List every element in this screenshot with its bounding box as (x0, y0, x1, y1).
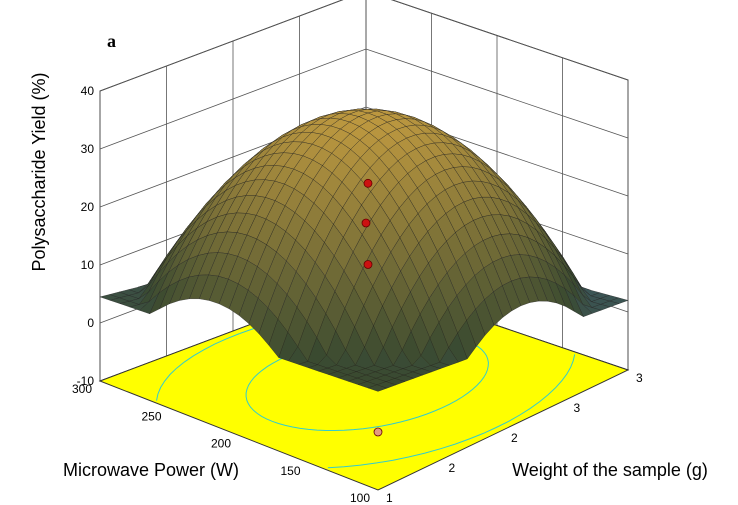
z-tick-label: 20 (81, 200, 95, 214)
floor-contour (156, 333, 240, 401)
wall-grid-line (99, 0, 629, 92)
x-tick-label: 300 (72, 382, 92, 396)
design-point (363, 260, 373, 269)
z-axis-title: Polysaccharide Yield (%) (29, 72, 49, 271)
z-tick-label: -10 (77, 374, 95, 388)
panel-label: a (107, 31, 116, 51)
design-point (361, 218, 371, 228)
y-tick-label: 2 (449, 461, 456, 475)
z-tick-label: 40 (81, 84, 95, 98)
z-tick-label: 10 (81, 258, 95, 272)
y-tick-label: 3 (636, 371, 643, 385)
z-tick-label: 0 (87, 316, 94, 330)
y-tick-label: 1 (386, 491, 393, 505)
y-axis-title: Weight of the sample (g) (512, 460, 708, 480)
y-tick-label: 3 (574, 401, 581, 415)
z-tick-label: 30 (81, 142, 95, 156)
response-surface (99, 108, 629, 392)
x-tick-label: 250 (141, 409, 161, 423)
design-points (361, 178, 383, 437)
x-tick-label: 200 (211, 437, 231, 451)
y-tick-label: 2 (511, 431, 518, 445)
x-tick-label: 150 (280, 464, 300, 478)
floor-contour (327, 354, 576, 469)
x-tick-label: 100 (350, 491, 370, 505)
x-axis-title: Microwave Power (W) (63, 460, 239, 480)
tick-labels: -10 0 10 20 30 40 100 150 200 250 300 1 2 2 3 3 (72, 84, 643, 505)
design-point (363, 178, 373, 188)
surface-facet (367, 384, 388, 392)
design-point (373, 427, 383, 437)
